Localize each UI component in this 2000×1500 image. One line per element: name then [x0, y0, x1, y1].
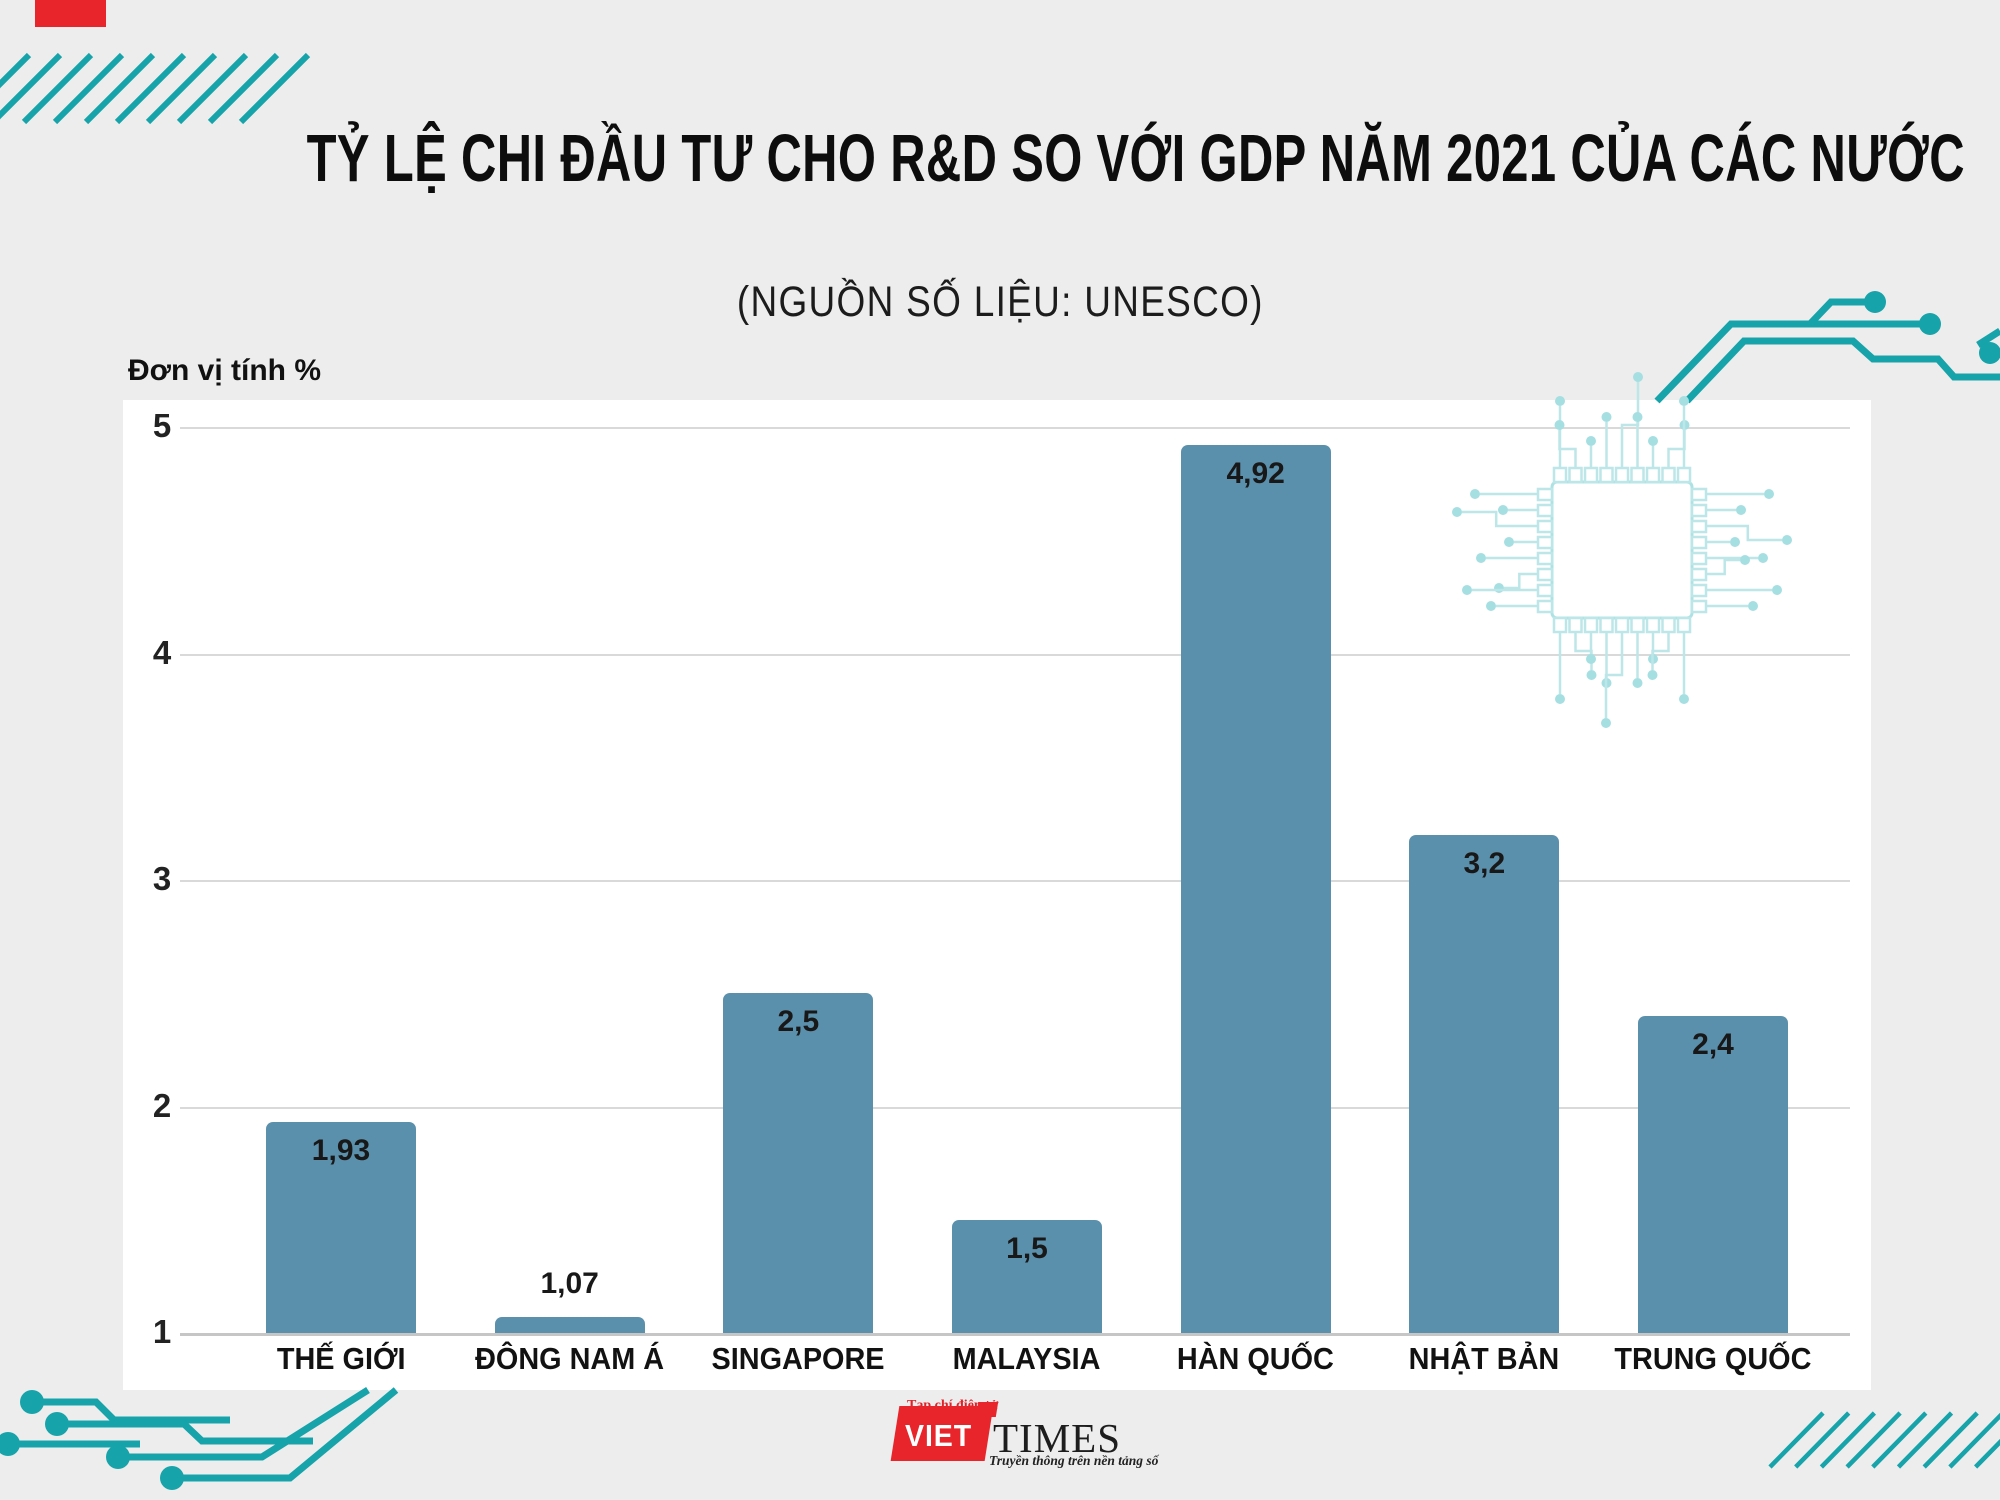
x-category-text-3: MALAYSIA — [953, 1341, 1101, 1376]
x-category-text-5: NHẬT BẢN — [1409, 1341, 1560, 1376]
x-category-2: SINGAPORE — [673, 1341, 923, 1377]
stripe-topleft-7 — [176, 52, 249, 125]
page-subtitle: (NGUỒN SỐ LIỆU: UNESCO) — [0, 278, 2000, 327]
x-category-4: HÀN QUỐC — [1131, 1341, 1381, 1377]
stripe-topleft-8 — [207, 52, 280, 125]
circuit-topright-dot — [1979, 342, 2000, 364]
gridline-3 — [180, 880, 1850, 882]
logo-name-left: VIET — [905, 1418, 973, 1453]
y-tick-5: 5 — [152, 407, 172, 444]
bar-value-4: 4,92 — [1226, 457, 1285, 491]
stripe-bottomright-8 — [1973, 1438, 2000, 1469]
page-subtitle-text: (NGUỒN SỐ LIỆU: UNESCO) — [736, 278, 1264, 326]
circuit-bottomleft-line-1 — [57, 1420, 313, 1445]
circuit-bottomleft-dot-4 — [160, 1466, 184, 1490]
stripe-topleft-2 — [21, 52, 94, 125]
circuit-bottomleft-line-3 — [118, 1387, 370, 1461]
page-title: TỶ LỆ CHI ĐẦU TƯ CHO R&D SO VỚI GDP NĂM … — [0, 120, 2000, 197]
circuit-bottomleft-line-4 — [172, 1387, 399, 1482]
circuit-topright-stub — [1976, 328, 2000, 348]
bar-4 — [1180, 445, 1331, 1333]
y-tick-2: 2 — [152, 1086, 172, 1124]
stripe-topleft-9 — [238, 52, 311, 125]
circuit-bottomleft-dot-3 — [106, 1445, 130, 1469]
gridline-2 — [180, 1106, 1850, 1109]
logo-name-right: TIMES — [993, 1415, 1121, 1461]
bar-value-1: 1,07 — [540, 1267, 599, 1301]
stripe-bottomright-7 — [1948, 1412, 2000, 1469]
stripe-bottomright-0 — [1768, 1411, 1825, 1469]
bar-5 — [1409, 834, 1560, 1333]
stripe-bottomright-3 — [1845, 1411, 1902, 1469]
bar-value-2: 2,5 — [777, 1005, 820, 1039]
bar-value-6: 2,4 — [1692, 1027, 1734, 1061]
page-title-text: TỶ LỆ CHI ĐẦU TƯ CHO R&D SO VỚI GDP NĂM … — [306, 121, 1965, 196]
x-category-text-6: TRUNG QUỐC — [1614, 1341, 1812, 1376]
red-accent-rectangle — [35, 0, 106, 27]
bar-0 — [266, 1122, 416, 1333]
gridline-1 — [180, 1333, 1850, 1336]
y-tick-3: 3 — [152, 860, 172, 897]
x-category-5: NHẬT BẢN — [1359, 1341, 1609, 1377]
stripe-topleft-4 — [83, 52, 156, 125]
y-tick-1: 1 — [152, 1313, 172, 1350]
stripe-bottomright-5 — [1896, 1411, 1954, 1469]
stripe-topleft-1 — [0, 52, 63, 120]
x-category-1: ĐÔNG NAM Á — [445, 1341, 695, 1377]
stripe-topleft-0 — [0, 52, 32, 89]
bar-value-0: 1,93 — [311, 1134, 371, 1168]
circuit-bottomleft-line-0 — [32, 1398, 230, 1424]
bar-6 — [1638, 1015, 1789, 1333]
x-category-3: MALAYSIA — [902, 1341, 1152, 1377]
x-category-text-2: SINGAPORE — [711, 1341, 885, 1376]
x-category-text-1: ĐÔNG NAM Á — [475, 1341, 665, 1376]
gridline-4 — [180, 653, 1850, 656]
stripe-bottomright-1 — [1794, 1411, 1851, 1469]
chart-panel: 5 4 3 2 1 1,93 THẾ GIỚI 1,07 ĐÔNG NAM Á 2,5 SINGAP… — [123, 400, 1871, 1390]
stripe-topleft-5 — [114, 52, 187, 125]
x-category-text-4: HÀN QUỐC — [1177, 1341, 1335, 1376]
stripe-topleft-3 — [52, 52, 125, 125]
circuit-bottomleft-dot-1 — [45, 1412, 69, 1436]
chip-trace-dot — [1633, 372, 1643, 382]
stripe-bottomright-2 — [1819, 1411, 1877, 1469]
stripe-bottomright-6 — [1922, 1411, 1979, 1469]
stripe-bottomright-4 — [1871, 1411, 1928, 1469]
x-category-6: TRUNG QUỐC — [1588, 1341, 1838, 1377]
stripe-topleft-6 — [145, 52, 218, 125]
bar-1 — [494, 1317, 645, 1333]
viettimes-logo: Tạp chí điện tử VIET TIMES Truyền thông … — [885, 1392, 1158, 1477]
x-category-text-0: THẾ GIỚI — [276, 1341, 406, 1376]
circuit-bottomleft-dot-0 — [20, 1390, 44, 1414]
logo-tagline: Truyền thông trên nền tảng số — [989, 1453, 1159, 1468]
circuit-topright-line — [1684, 337, 2000, 404]
circuit-bottomleft-dot-2 — [0, 1432, 20, 1456]
y-tick-4: 4 — [152, 633, 172, 671]
bar-value-5: 3,2 — [1463, 846, 1506, 880]
circuit-topright-line — [1654, 320, 1923, 404]
gridline-5 — [180, 427, 1850, 429]
bar-value-3: 1,5 — [1006, 1231, 1048, 1265]
x-category-0: THẾ GIỚI — [216, 1341, 466, 1377]
y-axis-unit-label: Đơn vị tính % — [128, 354, 321, 387]
bar-3 — [952, 1219, 1102, 1333]
bar-2 — [723, 993, 874, 1333]
